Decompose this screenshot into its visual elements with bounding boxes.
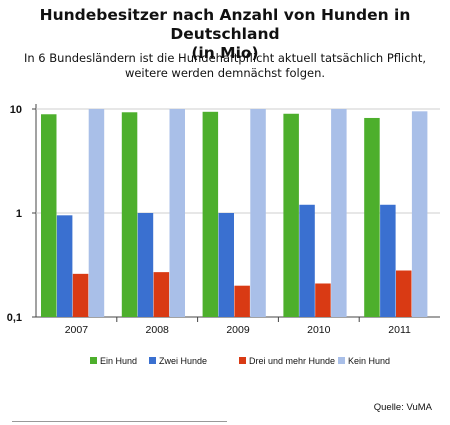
footer-divider xyxy=(12,421,227,422)
legend-label: Zwei Hunde xyxy=(159,356,207,366)
chart-title-line-1: Hundebesitzer nach Anzahl von Hunden in … xyxy=(39,6,411,43)
bar xyxy=(218,213,234,317)
chart-title-line-2: (in Mio) xyxy=(191,44,259,62)
x-tick-label: 2010 xyxy=(307,324,331,336)
bar xyxy=(315,283,331,317)
bar xyxy=(169,109,185,317)
bar xyxy=(331,109,347,317)
x-tick-label: 2007 xyxy=(65,324,89,336)
y-tick-label: 1 xyxy=(16,208,22,220)
bar xyxy=(121,112,138,317)
bar xyxy=(380,204,396,317)
bar xyxy=(137,213,154,317)
legend-swatch xyxy=(239,357,246,364)
bar xyxy=(153,272,170,317)
y-tick-label: 0,1 xyxy=(7,312,22,324)
bar xyxy=(283,113,299,317)
chart-title: Hundebesitzer nach Anzahl von Hunden in … xyxy=(0,6,450,63)
legend-label: Drei und mehr Hunde xyxy=(249,356,335,366)
legend-swatch xyxy=(338,357,345,364)
chart-subtitle-line-2: weitere werden demnächst folgen. xyxy=(124,66,326,80)
x-tick-label: 2011 xyxy=(388,324,411,336)
chart-subtitle-line-1: In 6 Bundesländern ist die Hundehaftpfli… xyxy=(23,51,427,65)
bar xyxy=(234,285,250,317)
x-tick-label: 2009 xyxy=(226,324,250,336)
bar xyxy=(299,204,315,317)
source-note: Quelle: VuMA xyxy=(373,402,432,413)
legend-swatch xyxy=(149,357,156,364)
bar xyxy=(250,109,266,317)
x-tick-label: 2008 xyxy=(146,324,170,336)
y-tick-label: 10 xyxy=(10,104,22,116)
bar xyxy=(41,114,57,317)
legend-label: Kein Hund xyxy=(348,356,390,366)
bar xyxy=(72,273,89,317)
legend-swatch xyxy=(90,357,97,364)
bar xyxy=(411,111,428,317)
bar xyxy=(202,111,219,317)
bar xyxy=(88,109,105,317)
legend-label: Ein Hund xyxy=(100,356,137,366)
bar xyxy=(396,270,412,317)
chart-subtitle: In 6 Bundesländern ist die Hundehaftpfli… xyxy=(0,51,450,81)
bar xyxy=(364,117,380,318)
bar xyxy=(56,215,73,317)
